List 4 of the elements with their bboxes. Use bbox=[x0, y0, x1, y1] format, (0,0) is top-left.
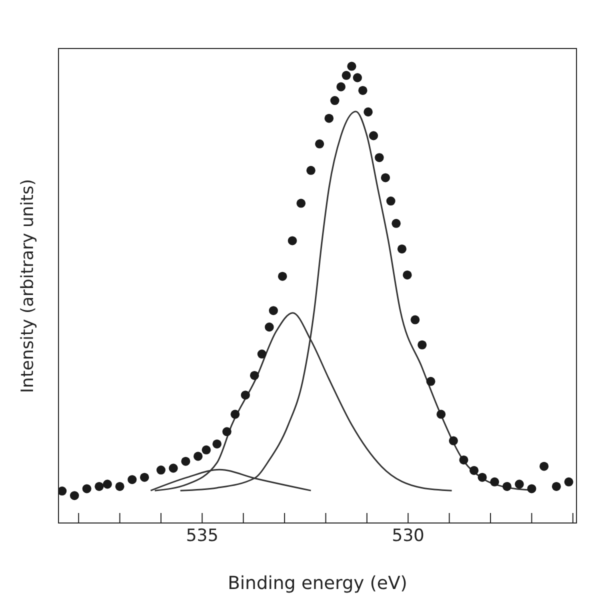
y-axis-title: Intensity (arbitrary units) bbox=[18, 178, 38, 392]
x-axis-title: Binding energy (eV) bbox=[228, 573, 408, 594]
x-tick-label: 530 bbox=[392, 526, 424, 546]
x-tick-label: 535 bbox=[186, 526, 218, 546]
